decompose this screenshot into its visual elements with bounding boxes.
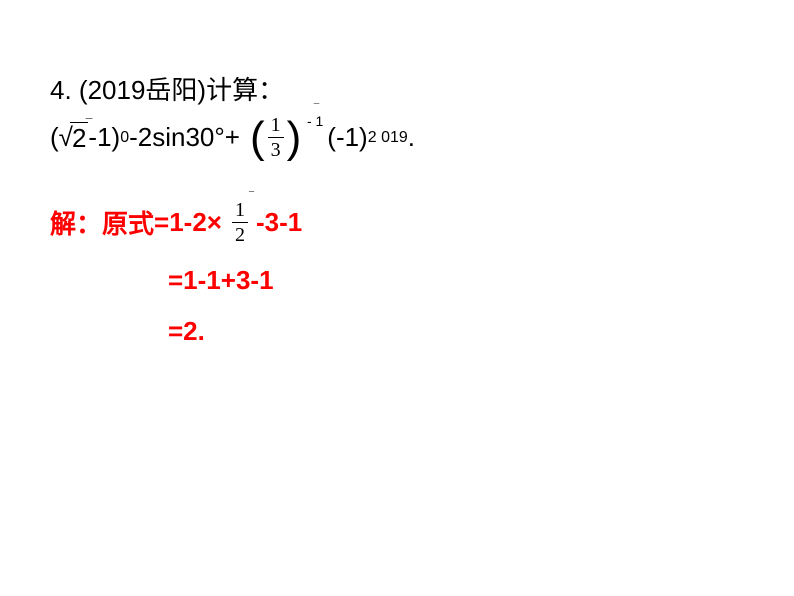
exp-0: 0 (120, 129, 129, 147)
sqrt-dash: ¯ (86, 116, 93, 130)
sqrt-group: √ 2 ¯ (59, 122, 89, 154)
open-paren: ( (50, 122, 59, 153)
frac-one-half: 1 2 ¯ (232, 200, 248, 245)
problem-header: 4. (2019岳阳)计算： (50, 70, 744, 107)
solution-line-2: =1-1+3-1 (168, 265, 744, 296)
exp-2019: 2 019 (368, 129, 408, 147)
solution-line-1: 解：原式 =1-2× 1 2 ¯ -3-1 (50, 200, 744, 245)
tail-open: (-1) (327, 122, 367, 153)
paren-frac-group: ( 1 3 ) - 1 ¯ (250, 115, 301, 160)
sol-2: =1-1+3-1 (168, 265, 274, 296)
sol-1b: -3-1 (256, 207, 302, 238)
sol-1a: =1-2× (154, 207, 222, 238)
frac-num: 1 (268, 115, 284, 137)
frac-num-sol: 1 (232, 200, 248, 222)
sol-3: =2. (168, 316, 205, 347)
frac-den-sol: 2 (232, 222, 248, 245)
solution-label: 解：原式 (50, 204, 154, 241)
problem-expression: ( √ 2 ¯ -1) 0 -2sin30°+ ( 1 3 ) - 1 ¯ (-… (50, 115, 744, 160)
minus-2sin: -2sin30°+ (129, 122, 240, 153)
frac-dash-sol: ¯ (249, 192, 254, 202)
big-lparen: ( (250, 116, 265, 160)
exp-neg1: - 1 (307, 113, 323, 129)
minus1-close: -1) (88, 122, 120, 153)
period: . (408, 122, 415, 153)
frac-den: 3 (268, 137, 284, 160)
solution-line-3: =2. (168, 316, 744, 347)
exp-dash: ¯ (314, 103, 320, 114)
frac-one-third: 1 3 (268, 115, 284, 160)
big-rparen: ) (287, 116, 302, 160)
